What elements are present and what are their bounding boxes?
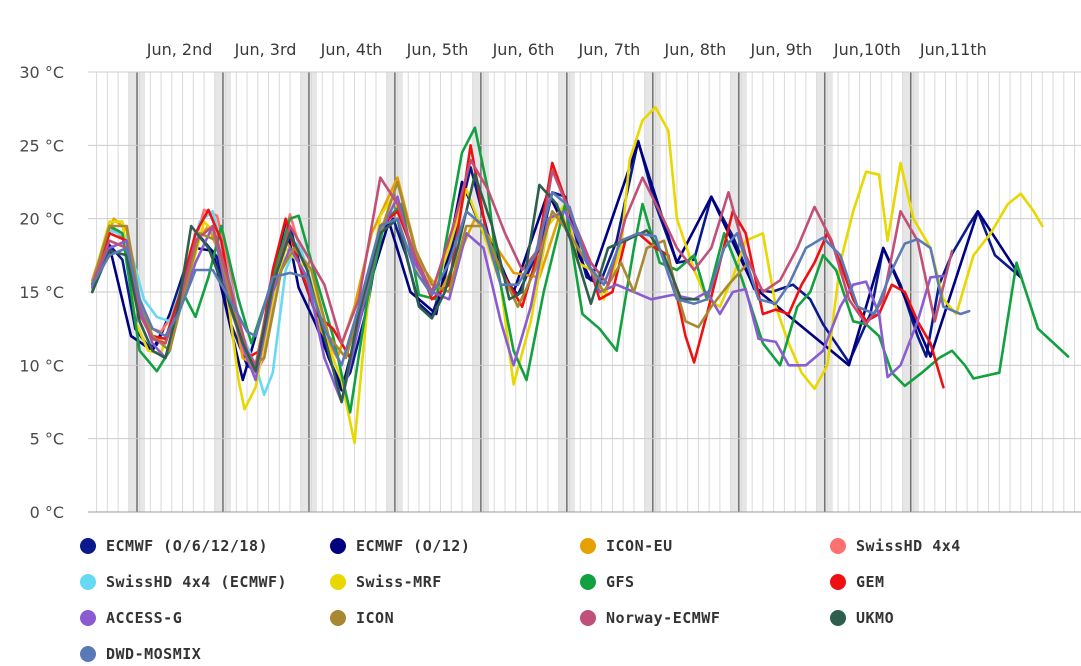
legend-label: ECMWF (O/12) [356,537,471,555]
series-line [91,158,954,367]
series-lines [91,105,1070,445]
series-line [91,210,313,396]
horizontal-gridlines [88,71,1081,513]
y-tick-label: 30 °C [19,63,64,82]
x-tick-label: Jun, 3rd [234,40,297,59]
y-tick-label: 10 °C [19,356,64,375]
legend-item[interactable]: SwissHD 4x4 (ECMWF) [80,570,287,594]
legend-swatch [330,610,346,626]
legend-label: ACCESS-G [106,609,183,627]
y-tick-label: 20 °C [19,210,64,229]
legend-item[interactable]: Norway-ECMWF [580,606,720,630]
legend-item[interactable]: GEM [830,570,885,594]
y-axis-tick-labels: 0 °C 5 °C 10 °C 15 °C 20 °C 25 °C 30 °C [19,63,64,522]
legend-item[interactable]: Swiss-MRF [330,570,442,594]
x-tick-label: Jun, 7th [578,40,641,59]
y-tick-label: 25 °C [19,136,64,155]
legend-label: Swiss-MRF [356,573,442,591]
legend-swatch [80,646,96,662]
legend-swatch [80,610,96,626]
x-tick-label: Jun, 4th [320,40,383,59]
legend-swatch [830,610,846,626]
legend-label: SwissHD 4x4 [856,537,961,555]
legend-label: UKMO [856,609,895,627]
y-tick-label: 0 °C [30,503,64,522]
legend-item[interactable]: SwissHD 4x4 [830,534,961,558]
legend-item[interactable]: DWD-MOSMIX [80,642,201,666]
legend-label: ICON [356,609,395,627]
legend-label: ICON-EU [606,537,673,555]
x-tick-label: Jun, 2nd [146,40,213,59]
x-tick-label: Jun, 9th [750,40,813,59]
legend-swatch [80,538,96,554]
series-line [91,191,971,367]
legend-swatch [580,538,596,554]
legend-swatch [830,574,846,590]
legend-item[interactable]: ICON-EU [580,534,673,558]
x-tick-label: Jun,11th [919,40,987,59]
legend-swatch [330,538,346,554]
legend-label: GFS [606,573,635,591]
legend-label: DWD-MOSMIX [106,645,202,663]
legend-item[interactable]: UKMO [830,606,894,630]
x-tick-label: Jun, 5th [406,40,469,59]
legend-label: Norway-ECMWF [606,609,721,627]
y-tick-label: 15 °C [19,283,64,302]
series-line [91,173,700,404]
y-tick-label: 5 °C [30,430,64,449]
legend-swatch [80,574,96,590]
legend-item[interactable]: GFS [580,570,635,594]
legend-item[interactable]: ACCESS-G [80,606,182,630]
x-tick-label: Jun, 6th [492,40,555,59]
series-line [91,180,747,367]
x-axis-tick-labels: Jun, 2nd Jun, 3rd Jun, 4th Jun, 5th Jun, 6th… [146,40,987,59]
legend-item[interactable]: ECMWF (O/6/12/18) [80,534,268,558]
legend-label: GEM [856,573,885,591]
legend-label: SwissHD 4x4 (ECMWF) [106,573,288,591]
legend-label: ECMWF (O/6/12/18) [106,537,269,555]
legend-item[interactable]: ICON [330,606,394,630]
x-tick-label: Jun, 8th [664,40,727,59]
legend-item[interactable]: ECMWF (O/12) [330,534,470,558]
legend-swatch [330,574,346,590]
legend-swatch [830,538,846,554]
legend-swatch [580,610,596,626]
x-tick-label: Jun,10th [833,40,901,59]
legend-swatch [580,574,596,590]
